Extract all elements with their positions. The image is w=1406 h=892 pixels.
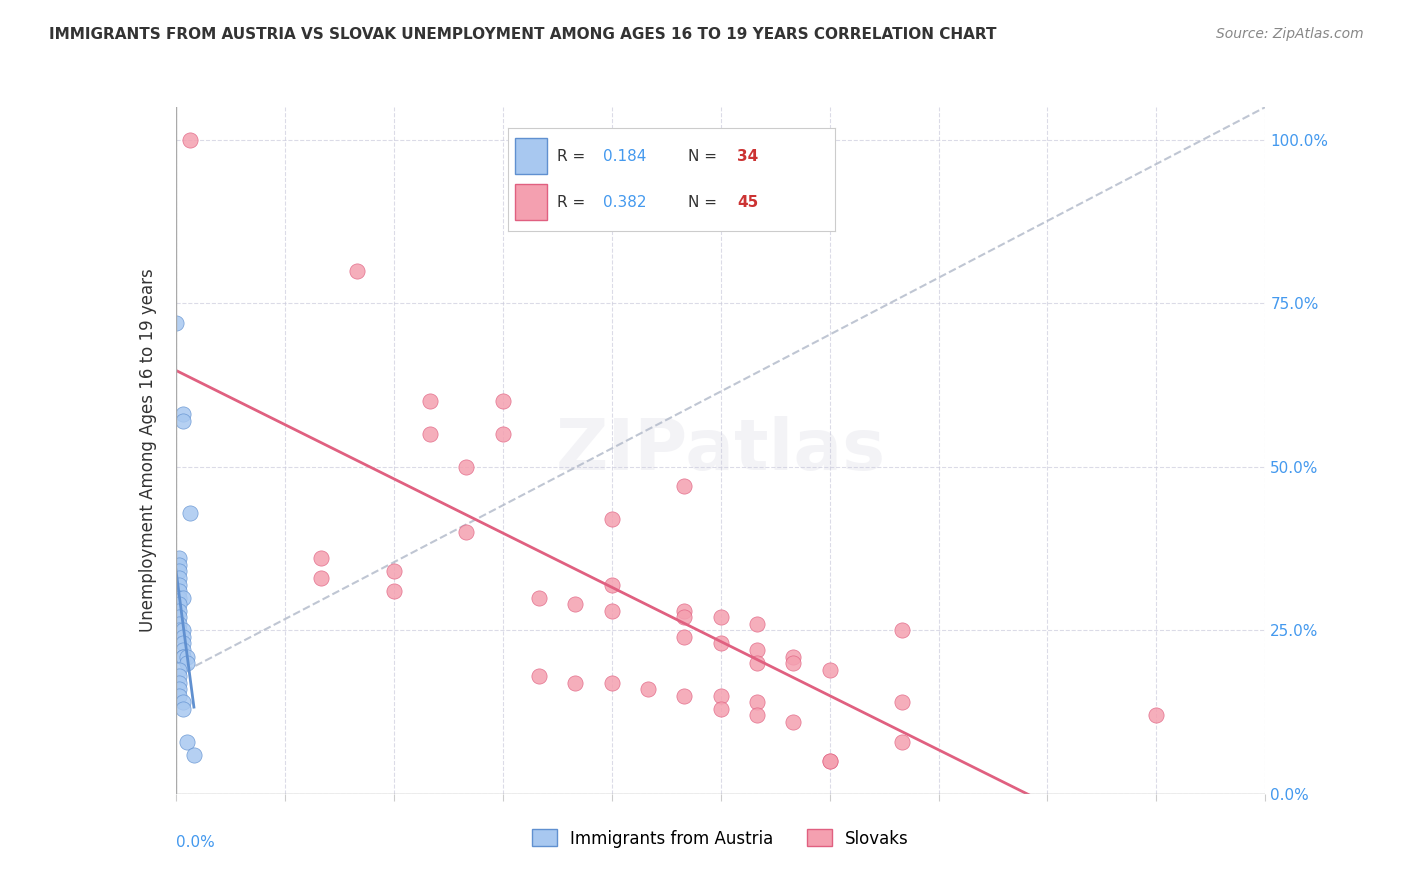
Point [1146, 708, 1168, 723]
Point [169, 591, 191, 605]
Point [891, 734, 914, 748]
Point [172, 624, 194, 638]
Y-axis label: Unemployment Among Ages 16 to 19 years: Unemployment Among Ages 16 to 19 years [139, 268, 157, 632]
Point [172, 702, 194, 716]
Point [419, 394, 441, 409]
Point [673, 689, 696, 703]
Point [745, 616, 768, 631]
Text: ZIPatlas: ZIPatlas [555, 416, 886, 485]
Point [172, 649, 194, 664]
Point [710, 636, 733, 650]
Point [169, 682, 191, 697]
Point [782, 656, 804, 670]
Point [492, 427, 515, 442]
Point [172, 414, 194, 428]
Point [169, 616, 191, 631]
Point [172, 630, 194, 644]
Point [818, 663, 841, 677]
Point [710, 689, 733, 703]
Point [782, 714, 804, 729]
Point [456, 459, 478, 474]
Point [745, 656, 768, 670]
Point [179, 133, 201, 147]
Point [169, 551, 191, 566]
Point [176, 656, 198, 670]
Point [172, 591, 194, 605]
Text: IMMIGRANTS FROM AUSTRIA VS SLOVAK UNEMPLOYMENT AMONG AGES 16 TO 19 YEARS CORRELA: IMMIGRANTS FROM AUSTRIA VS SLOVAK UNEMPL… [49, 27, 997, 42]
Point [169, 663, 191, 677]
Point [176, 649, 198, 664]
Point [172, 643, 194, 657]
Point [179, 506, 201, 520]
Point [165, 316, 187, 330]
Point [176, 734, 198, 748]
Point [172, 636, 194, 650]
Point [169, 669, 191, 683]
Point [169, 571, 191, 585]
Point [564, 675, 586, 690]
Point [891, 695, 914, 709]
Point [745, 643, 768, 657]
Point [169, 610, 191, 624]
Point [169, 675, 191, 690]
Point [382, 565, 405, 579]
Point [600, 604, 623, 618]
Point [710, 702, 733, 716]
Point [456, 525, 478, 540]
Point [637, 682, 659, 697]
Point [172, 408, 194, 422]
Point [492, 394, 515, 409]
Point [172, 649, 194, 664]
Point [169, 604, 191, 618]
Point [564, 597, 586, 611]
Point [382, 584, 405, 599]
Point [169, 558, 191, 572]
Point [169, 689, 191, 703]
Text: Source: ZipAtlas.com: Source: ZipAtlas.com [1216, 27, 1364, 41]
Point [309, 551, 332, 566]
Point [346, 263, 368, 277]
Point [169, 624, 191, 638]
Legend: Immigrants from Austria, Slovaks: Immigrants from Austria, Slovaks [526, 822, 915, 855]
Point [600, 577, 623, 591]
Point [600, 512, 623, 526]
Point [673, 610, 696, 624]
Point [600, 675, 623, 690]
Point [169, 584, 191, 599]
Point [183, 747, 205, 762]
Point [818, 754, 841, 768]
Point [745, 695, 768, 709]
Point [673, 604, 696, 618]
Point [745, 708, 768, 723]
Point [782, 649, 804, 664]
Point [527, 591, 550, 605]
Text: 0.0%: 0.0% [176, 835, 215, 850]
Point [169, 597, 191, 611]
Point [309, 571, 332, 585]
Point [818, 754, 841, 768]
Point [172, 695, 194, 709]
Point [169, 577, 191, 591]
Point [673, 630, 696, 644]
Point [710, 610, 733, 624]
Point [891, 624, 914, 638]
Point [673, 479, 696, 493]
Point [419, 427, 441, 442]
Point [169, 565, 191, 579]
Point [527, 669, 550, 683]
